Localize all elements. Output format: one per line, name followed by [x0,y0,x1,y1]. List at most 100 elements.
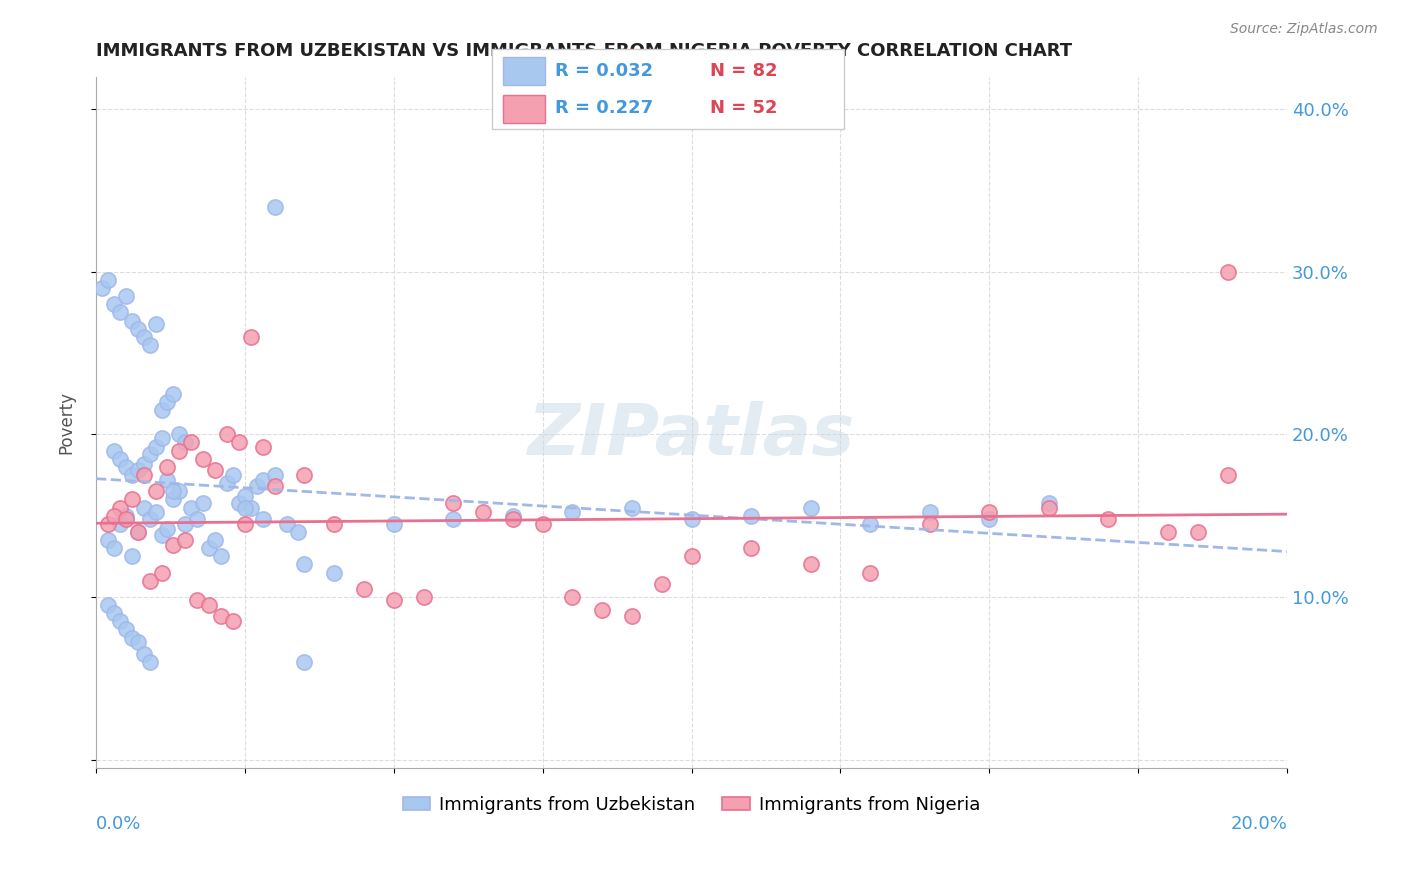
Point [114,512,136,526]
Point [156,473,179,487]
Point [651,577,673,591]
Text: IMMIGRANTS FROM UZBEKISTAN VS IMMIGRANTS FROM NIGERIA POVERTY CORRELATION CHART: IMMIGRANTS FROM UZBEKISTAN VS IMMIGRANTS… [96,42,1073,60]
FancyBboxPatch shape [503,95,544,123]
Point [127,321,149,335]
Point [979,512,1001,526]
Point [121,313,143,327]
Text: Source: ZipAtlas.com: Source: ZipAtlas.com [1230,22,1378,37]
Point [591,603,613,617]
Point [97,273,120,287]
Point [103,443,125,458]
Point [800,558,823,572]
Point [859,516,882,531]
Point [1216,265,1239,279]
Point [97,533,120,547]
Point [180,500,202,515]
Point [740,541,762,556]
Point [174,435,197,450]
Point [108,615,131,629]
Point [1038,500,1060,515]
Point [382,516,405,531]
Point [681,512,703,526]
Point [246,479,269,493]
Point [145,317,167,331]
Point [1216,468,1239,483]
Point [162,538,184,552]
Point [127,635,149,649]
Point [1097,512,1119,526]
Point [233,516,256,531]
Point [323,516,346,531]
Text: 0.0%: 0.0% [96,814,142,833]
Point [186,593,208,607]
Text: ZIPatlas: ZIPatlas [527,401,855,470]
Point [531,516,554,531]
Point [353,582,375,596]
Point [263,468,285,483]
Point [132,468,155,483]
Point [561,590,583,604]
Point [228,495,250,509]
Point [681,549,703,564]
Point [186,512,208,526]
Point [145,441,167,455]
Point [108,451,131,466]
Point [918,516,941,531]
Text: N = 52: N = 52 [710,100,778,118]
Point [138,655,160,669]
Point [252,512,274,526]
Point [108,500,131,515]
Point [215,427,238,442]
Point [620,609,643,624]
FancyBboxPatch shape [492,49,844,129]
Point [1157,524,1180,539]
Point [294,468,316,483]
Point [1187,524,1209,539]
Point [121,468,143,483]
Point [138,447,160,461]
Point [156,394,179,409]
Point [502,508,524,523]
Point [620,500,643,515]
Point [174,516,197,531]
Text: 20.0%: 20.0% [1230,814,1286,833]
Point [193,495,215,509]
Point [233,500,256,515]
Point [209,609,232,624]
Point [132,500,155,515]
Point [180,435,202,450]
Point [800,500,823,515]
Point [222,468,245,483]
Point [121,549,143,564]
Point [215,476,238,491]
Point [228,435,250,450]
Point [239,500,262,515]
Point [145,505,167,519]
Point [97,598,120,612]
Point [193,451,215,466]
Point [472,505,495,519]
Point [103,297,125,311]
Point [162,386,184,401]
FancyBboxPatch shape [503,57,544,86]
Point [97,516,120,531]
Point [276,516,298,531]
Point [441,512,464,526]
Point [287,524,309,539]
Point [91,281,114,295]
Point [127,524,149,539]
Point [204,463,226,477]
Point [150,431,173,445]
Point [150,528,173,542]
Point [441,495,464,509]
Point [222,615,245,629]
Point [156,522,179,536]
Point [918,505,941,519]
Point [169,427,191,442]
Text: R = 0.032: R = 0.032 [555,62,654,79]
Point [209,549,232,564]
Point [150,403,173,417]
Point [156,459,179,474]
Point [150,566,173,580]
Text: R = 0.227: R = 0.227 [555,100,654,118]
